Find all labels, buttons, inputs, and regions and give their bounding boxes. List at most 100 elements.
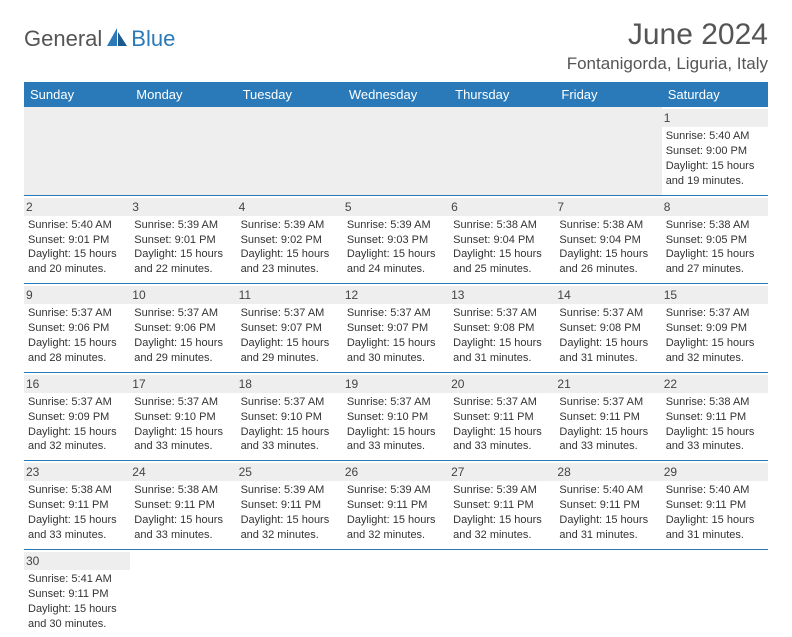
daylight-line: Daylight: 15 hours and 26 minutes. — [559, 247, 657, 277]
sunrise-line: Sunrise: 5:38 AM — [453, 218, 551, 233]
day-info: Sunrise: 5:40 AMSunset: 9:01 PMDaylight:… — [28, 218, 126, 277]
day-info: Sunrise: 5:40 AMSunset: 9:00 PMDaylight:… — [666, 129, 764, 188]
calendar-cell — [555, 107, 661, 195]
calendar-row: 2Sunrise: 5:40 AMSunset: 9:01 PMDaylight… — [24, 195, 768, 284]
day-info: Sunrise: 5:39 AMSunset: 9:11 PMDaylight:… — [241, 483, 339, 542]
day-number: 5 — [343, 198, 449, 216]
calendar-cell: 15Sunrise: 5:37 AMSunset: 9:09 PMDayligh… — [662, 284, 768, 373]
day-info: Sunrise: 5:37 AMSunset: 9:07 PMDaylight:… — [347, 306, 445, 365]
sunrise-line: Sunrise: 5:39 AM — [347, 483, 445, 498]
sunset-line: Sunset: 9:02 PM — [241, 233, 339, 248]
page-header: General Blue June 2024 Fontanigorda, Lig… — [24, 18, 768, 74]
daylight-line: Daylight: 15 hours and 33 minutes. — [559, 425, 657, 455]
sunset-line: Sunset: 9:10 PM — [241, 410, 339, 425]
sunset-line: Sunset: 9:07 PM — [241, 321, 339, 336]
sunrise-line: Sunrise: 5:37 AM — [347, 306, 445, 321]
sunrise-line: Sunrise: 5:37 AM — [28, 306, 126, 321]
calendar-cell: 13Sunrise: 5:37 AMSunset: 9:08 PMDayligh… — [449, 284, 555, 373]
calendar-cell: 10Sunrise: 5:37 AMSunset: 9:06 PMDayligh… — [130, 284, 236, 373]
daylight-line: Daylight: 15 hours and 31 minutes. — [559, 513, 657, 543]
weekday-header: Tuesday — [237, 82, 343, 107]
sunset-line: Sunset: 9:11 PM — [453, 498, 551, 513]
sunrise-line: Sunrise: 5:37 AM — [28, 395, 126, 410]
day-number: 29 — [662, 463, 768, 481]
month-title: June 2024 — [567, 18, 768, 52]
day-number: 20 — [449, 375, 555, 393]
day-number: 18 — [237, 375, 343, 393]
weekday-header: Saturday — [662, 82, 768, 107]
calendar-cell: 21Sunrise: 5:37 AMSunset: 9:11 PMDayligh… — [555, 372, 661, 461]
calendar-cell: 23Sunrise: 5:38 AMSunset: 9:11 PMDayligh… — [24, 461, 130, 550]
sunrise-line: Sunrise: 5:41 AM — [28, 572, 126, 587]
sunrise-line: Sunrise: 5:38 AM — [28, 483, 126, 498]
sunrise-line: Sunrise: 5:38 AM — [666, 218, 764, 233]
daylight-line: Daylight: 15 hours and 25 minutes. — [453, 247, 551, 277]
sunrise-line: Sunrise: 5:40 AM — [666, 483, 764, 498]
sunset-line: Sunset: 9:04 PM — [559, 233, 657, 248]
calendar-cell: 19 Sunrise: 5:37 AMSunset: 9:10 PMDayligh… — [343, 372, 449, 461]
calendar-cell: 14Sunrise: 5:37 AMSunset: 9:08 PMDayligh… — [555, 284, 661, 373]
day-info: Sunrise: 5:39 AMSunset: 9:11 PMDaylight:… — [347, 483, 445, 542]
sunset-line: Sunset: 9:06 PM — [134, 321, 232, 336]
calendar-cell — [130, 107, 236, 195]
daylight-line: Daylight: 15 hours and 32 minutes. — [347, 513, 445, 543]
calendar-cell: 8Sunrise: 5:38 AMSunset: 9:05 PMDaylight… — [662, 195, 768, 284]
calendar-cell: 9Sunrise: 5:37 AMSunset: 9:06 PMDaylight… — [24, 284, 130, 373]
calendar-cell: 12Sunrise: 5:37 AMSunset: 9:07 PMDayligh… — [343, 284, 449, 373]
sunset-line: Sunset: 9:11 PM — [134, 498, 232, 513]
sunrise-line: Sunrise: 5:37 AM — [453, 395, 551, 410]
daylight-line: Daylight: 15 hours and 22 minutes. — [134, 247, 232, 277]
sunrise-line: Sunrise: 5:40 AM — [559, 483, 657, 498]
daylight-line: Daylight: 15 hours and 28 minutes. — [28, 336, 126, 366]
daylight-line: Daylight: 15 hours and 33 minutes. — [453, 425, 551, 455]
sunset-line: Sunset: 9:11 PM — [347, 498, 445, 513]
day-info: Sunrise: 5:39 AMSunset: 9:02 PMDaylight:… — [241, 218, 339, 277]
calendar-cell: 1 Sunrise: 5:40 AMSunset: 9:00 PMDaylight… — [662, 107, 768, 195]
sunset-line: Sunset: 9:11 PM — [453, 410, 551, 425]
sunrise-line: Sunrise: 5:37 AM — [134, 306, 232, 321]
day-info: Sunrise: 5:37 AMSunset: 9:06 PMDaylight:… — [28, 306, 126, 365]
calendar-cell: 26Sunrise: 5:39 AMSunset: 9:11 PMDayligh… — [343, 461, 449, 550]
sunset-line: Sunset: 9:11 PM — [559, 410, 657, 425]
day-info: Sunrise: 5:38 AMSunset: 9:11 PMDaylight:… — [666, 395, 764, 454]
calendar-cell — [343, 549, 449, 637]
day-number: 19 — [343, 375, 449, 393]
calendar-cell: 6Sunrise: 5:38 AMSunset: 9:04 PMDaylight… — [449, 195, 555, 284]
day-info: Sunrise: 5:37 AMSunset: 9:10 PMDaylight:… — [347, 395, 445, 454]
calendar-cell — [449, 549, 555, 637]
sunset-line: Sunset: 9:11 PM — [559, 498, 657, 513]
day-info: Sunrise: 5:37 AMSunset: 9:09 PMDaylight:… — [28, 395, 126, 454]
calendar-cell: 30Sunrise: 5:41 AMSunset: 9:11 PMDayligh… — [24, 549, 130, 637]
calendar-cell: 20 Sunrise: 5:37 AMSunset: 9:11 PMDayligh… — [449, 372, 555, 461]
day-info: Sunrise: 5:41 AMSunset: 9:11 PMDaylight:… — [28, 572, 126, 631]
daylight-line: Daylight: 15 hours and 32 minutes. — [241, 513, 339, 543]
sunset-line: Sunset: 9:09 PM — [666, 321, 764, 336]
daylight-line: Daylight: 15 hours and 33 minutes. — [666, 425, 764, 455]
sunrise-line: Sunrise: 5:37 AM — [453, 306, 551, 321]
sunset-line: Sunset: 9:01 PM — [134, 233, 232, 248]
sunset-line: Sunset: 9:08 PM — [453, 321, 551, 336]
day-number: 7 — [555, 198, 661, 216]
daylight-line: Daylight: 15 hours and 32 minutes. — [666, 336, 764, 366]
sunset-line: Sunset: 9:03 PM — [347, 233, 445, 248]
sunset-line: Sunset: 9:04 PM — [453, 233, 551, 248]
sunset-line: Sunset: 9:01 PM — [28, 233, 126, 248]
daylight-line: Daylight: 15 hours and 33 minutes. — [134, 425, 232, 455]
sunset-line: Sunset: 9:11 PM — [666, 410, 764, 425]
sunrise-line: Sunrise: 5:40 AM — [28, 218, 126, 233]
sunrise-line: Sunrise: 5:39 AM — [347, 218, 445, 233]
sunset-line: Sunset: 9:10 PM — [134, 410, 232, 425]
day-info: Sunrise: 5:39 AMSunset: 9:01 PMDaylight:… — [134, 218, 232, 277]
daylight-line: Daylight: 15 hours and 24 minutes. — [347, 247, 445, 277]
daylight-line: Daylight: 15 hours and 31 minutes. — [559, 336, 657, 366]
day-number: 1 — [662, 109, 768, 127]
sunset-line: Sunset: 9:10 PM — [347, 410, 445, 425]
weekday-header: Thursday — [449, 82, 555, 107]
calendar-cell: 17Sunrise: 5:37 AMSunset: 9:10 PMDayligh… — [130, 372, 236, 461]
calendar-cell: 2Sunrise: 5:40 AMSunset: 9:01 PMDaylight… — [24, 195, 130, 284]
day-number: 16 — [24, 375, 130, 393]
calendar-cell — [662, 549, 768, 637]
day-info: Sunrise: 5:37 AMSunset: 9:11 PMDaylight:… — [453, 395, 551, 454]
calendar-cell: 7Sunrise: 5:38 AMSunset: 9:04 PMDaylight… — [555, 195, 661, 284]
day-number: 27 — [449, 463, 555, 481]
